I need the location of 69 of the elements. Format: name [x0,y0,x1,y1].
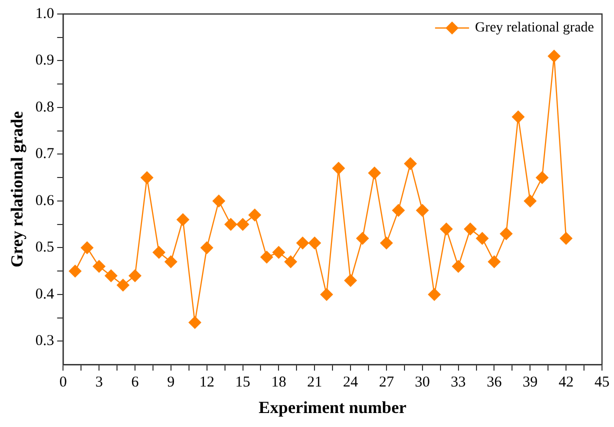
point [80,241,94,254]
point [428,288,441,301]
y-tick-label: 0.6 [35,192,55,209]
point [476,232,489,245]
point [416,204,429,217]
point [176,213,190,226]
point [548,50,561,63]
x-tick-label: 0 [59,374,67,391]
x-tick-label: 15 [235,374,250,391]
point [344,274,358,287]
x-tick-label: 24 [343,374,359,391]
y-tick-label: 0.3 [35,333,54,350]
point [164,255,178,268]
x-tick-label: 27 [378,374,394,391]
x-tick-label: 3 [95,374,103,391]
x-tick-label: 18 [271,374,286,391]
point [68,264,82,278]
x-tick-label: 30 [414,374,430,391]
point [128,269,142,282]
point [320,288,334,301]
y-tick-label: 0.8 [35,99,54,116]
point [380,236,393,250]
point [92,260,106,273]
x-tick-label: 12 [199,374,214,391]
point [392,204,405,217]
x-tick-label: 6 [131,374,140,391]
point [284,255,298,268]
y-tick-label: 1.0 [35,6,54,22]
point [308,236,322,250]
x-axis-title: Experiment number [258,398,407,418]
point [152,246,166,259]
point [440,222,453,236]
x-tick-label: 36 [486,374,502,391]
point [104,269,118,282]
point [212,194,226,208]
point [116,278,130,292]
y-axis-title: Grey relational grade [8,110,27,268]
x-tick-label: 45 [594,374,610,391]
point [200,241,214,254]
y-tick-label: 0.7 [35,146,55,162]
point [500,227,513,240]
point [524,194,537,208]
x-tick-label: 39 [522,374,538,391]
x-tick-label: 42 [558,374,574,391]
x-tick-label: 9 [167,374,175,391]
point [368,166,381,180]
point [464,222,477,236]
point [248,208,262,222]
legend-label: Grey relational grade [475,20,594,36]
point [332,162,346,175]
point [404,157,417,170]
point [188,316,202,330]
y-tick-label: 0.9 [35,52,54,69]
y-tick-label: 0.5 [35,240,54,256]
point [356,232,370,245]
point [536,171,549,184]
point [560,232,573,245]
point [224,218,238,231]
point [140,171,154,184]
point [260,250,274,264]
y-tick-label: 0.4 [35,286,55,302]
point [272,246,286,259]
point [488,255,501,268]
point [236,218,250,231]
point [296,236,310,250]
x-tick-label: 33 [450,374,466,391]
x-tick-label: 21 [307,374,322,391]
point [452,260,465,273]
point [512,110,525,124]
